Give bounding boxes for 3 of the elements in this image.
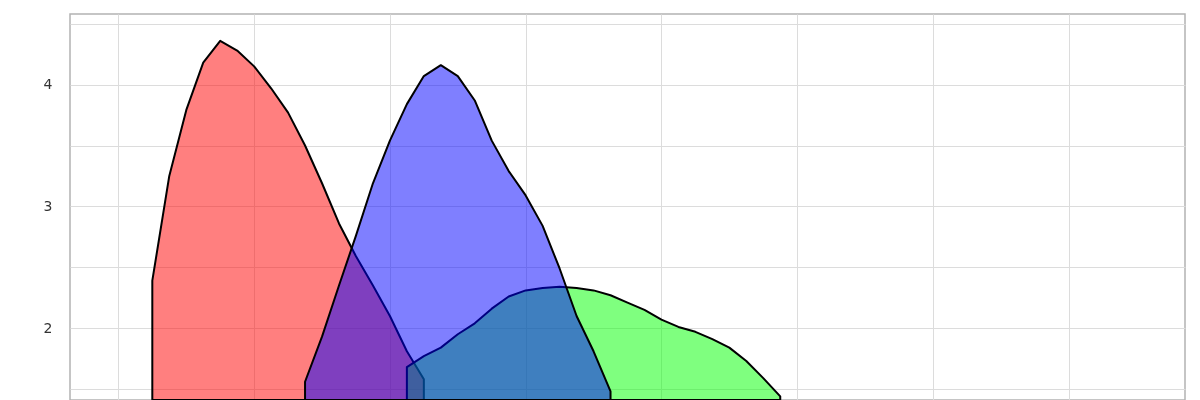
y-tick-label: 2: [43, 319, 53, 336]
y-tick-label: 4: [43, 76, 53, 93]
y-tick-label: 3: [43, 197, 53, 214]
